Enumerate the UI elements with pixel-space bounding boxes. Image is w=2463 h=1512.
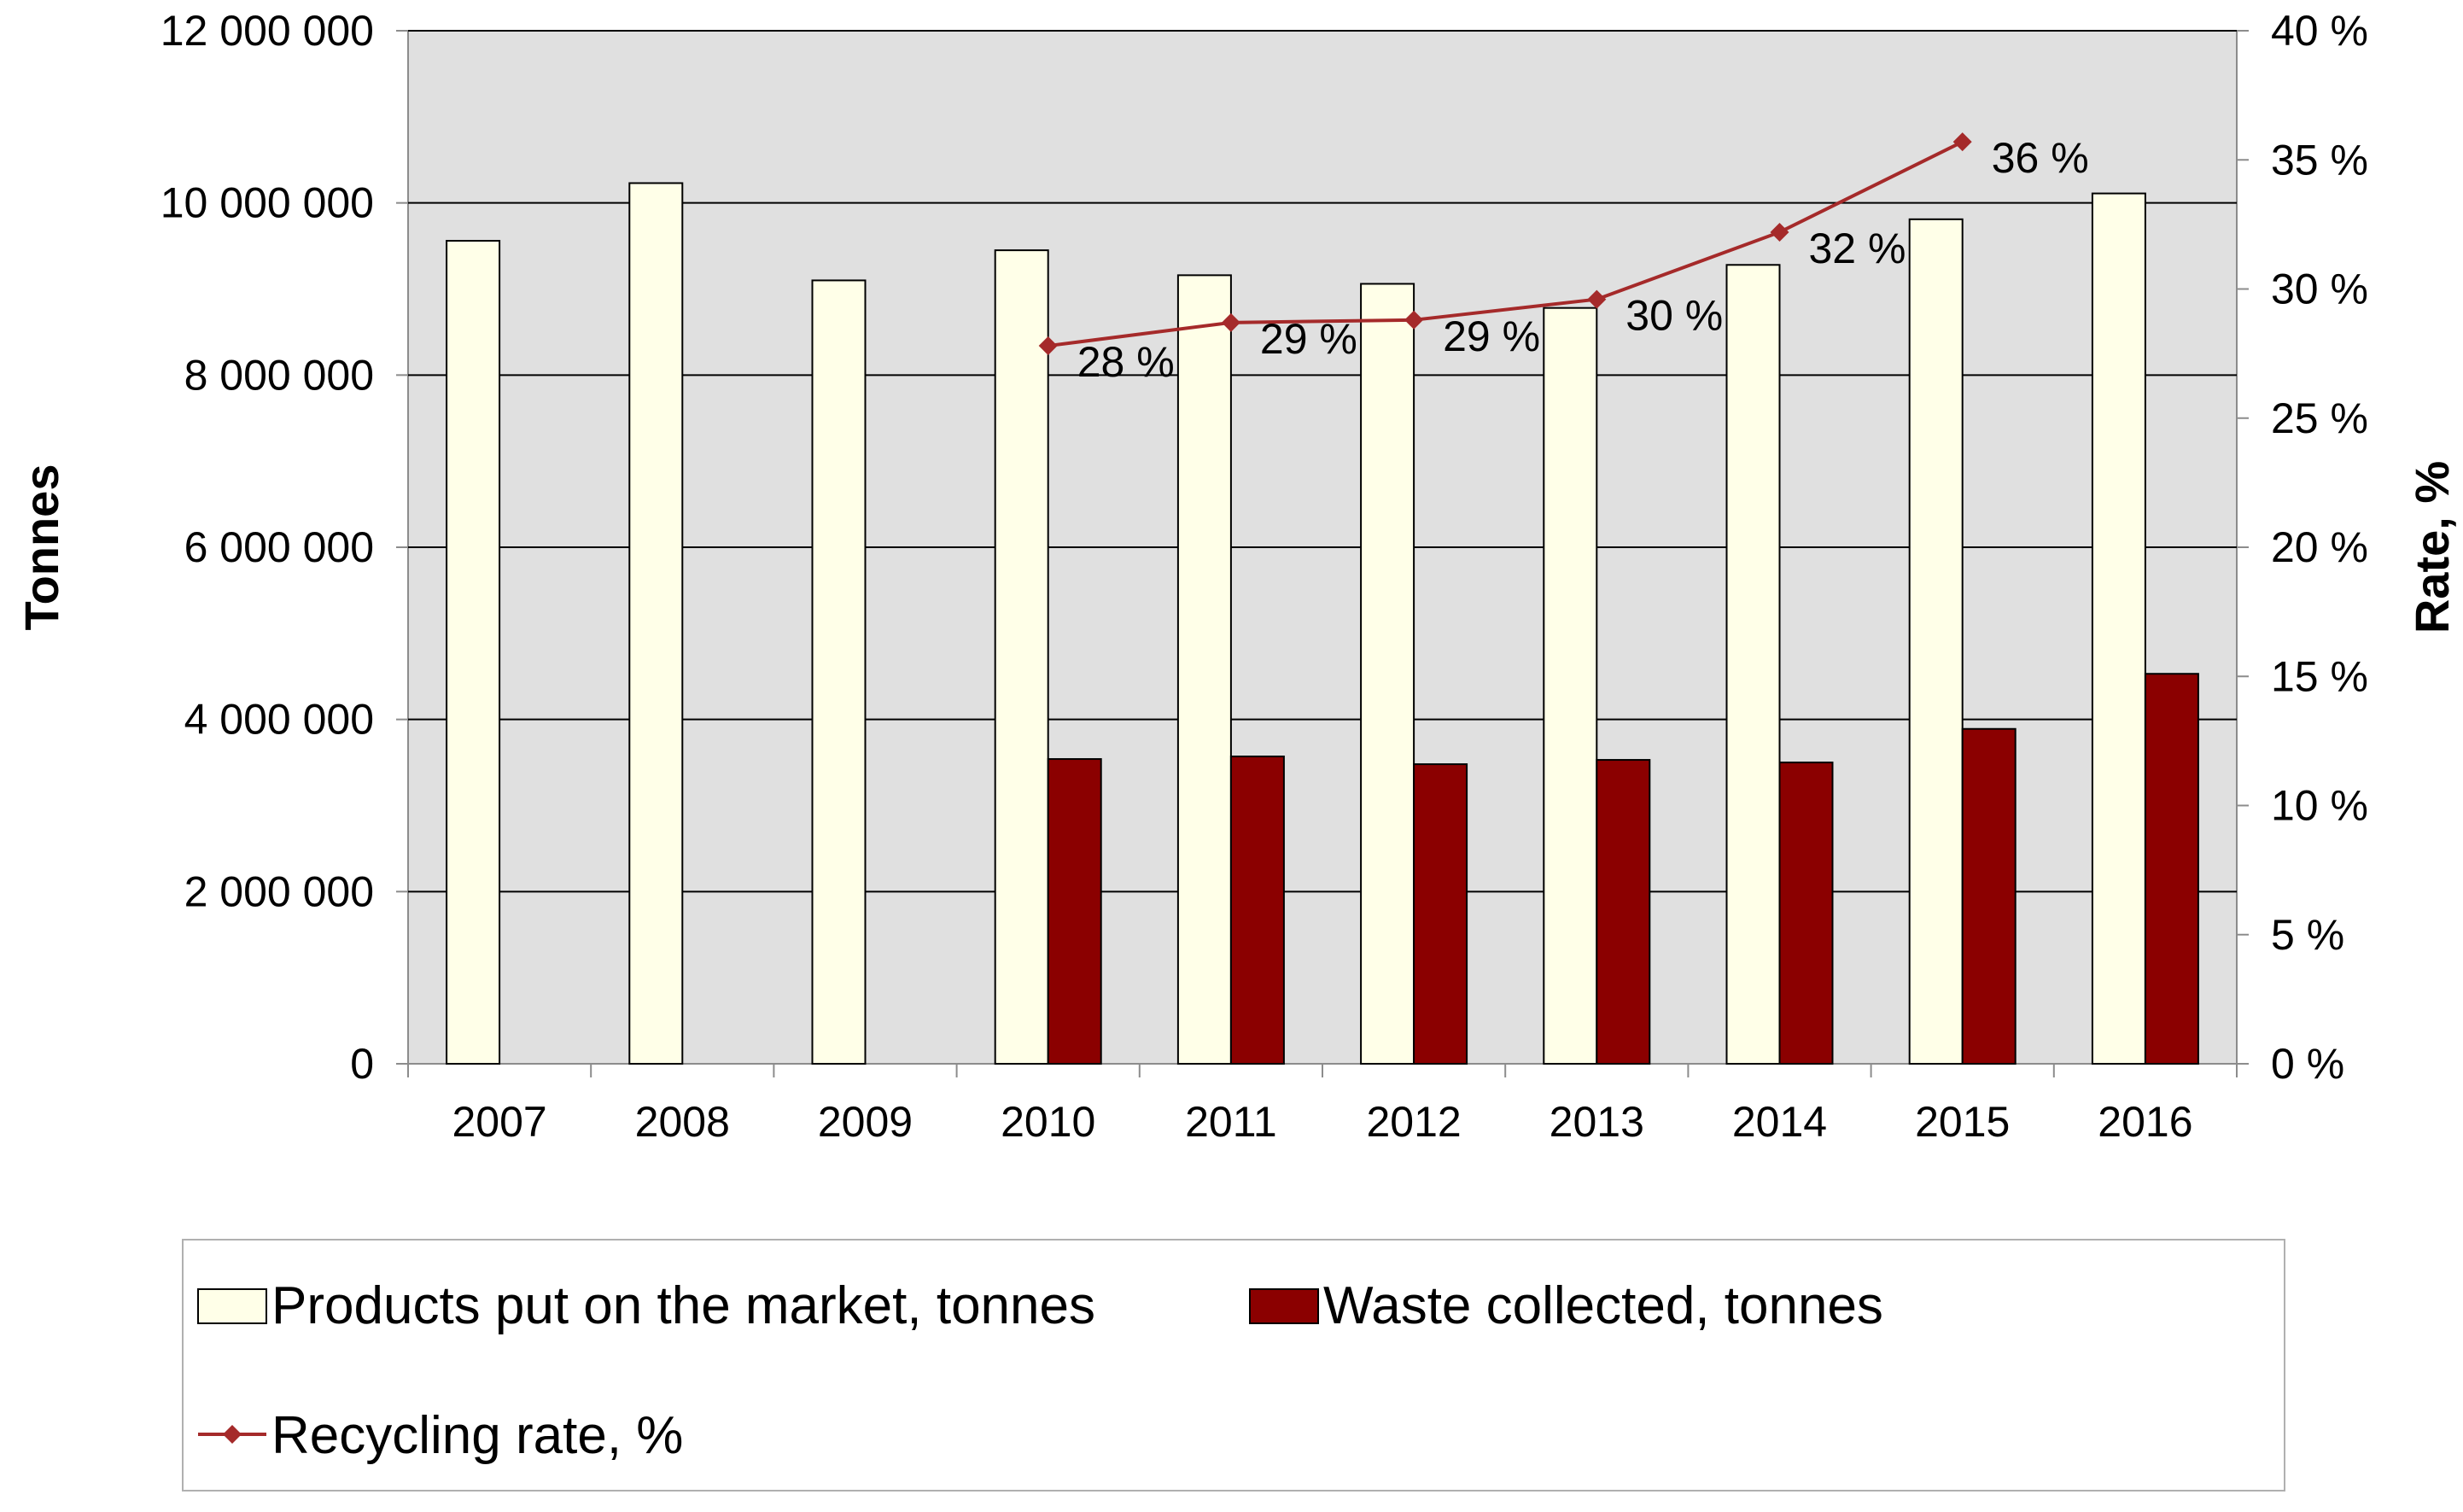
right-axis-tick-label: 0 %: [2271, 1040, 2344, 1088]
left-axis-tick-label: 2 000 000: [184, 867, 374, 915]
recycling-rate-marker-2011: [1221, 312, 1240, 332]
recycling-rate-marker-2014: [1770, 222, 1789, 242]
right-axis-tick-label: 40 %: [2271, 7, 2368, 55]
right-axis-tick-label: 30 %: [2271, 266, 2368, 313]
x-axis-tick-label: 2011: [1185, 1098, 1277, 1146]
x-axis-tick-label: 2007: [452, 1098, 546, 1146]
bar-waste-2012: [1413, 763, 1468, 1065]
recycling-rate-marker-2015: [1952, 132, 1972, 152]
x-axis-tick-label: 2016: [2098, 1098, 2192, 1146]
bar-products-2016: [2091, 192, 2146, 1065]
bar-waste-2011: [1229, 756, 1285, 1065]
recycling-rate-marker-2010: [1038, 336, 1058, 356]
x-axis-tick-label: 2012: [1366, 1098, 1461, 1146]
left-axis-tick-label: 6 000 000: [184, 523, 374, 571]
left-axis-tick-label: 4 000 000: [184, 696, 374, 744]
recycling-rate-data-label: 36 %: [1992, 134, 2089, 182]
left-axis-tick-label: 12 000 000: [161, 7, 374, 55]
left-axis-tick-label: 8 000 000: [184, 351, 374, 399]
x-axis-tick-label: 2010: [1001, 1098, 1095, 1146]
right-axis-tick-label: 10 %: [2271, 782, 2368, 830]
x-axis-tick-label: 2014: [1732, 1098, 1827, 1146]
legend-label-waste: Waste collected, tonnes: [1323, 1276, 1883, 1335]
legend-box: [182, 1239, 2285, 1492]
bar-waste-2016: [2144, 673, 2199, 1065]
recycling-rate-line: [1048, 140, 1964, 348]
legend-swatch-waste: [1249, 1288, 1319, 1324]
right-axis-tick-label: 20 %: [2271, 523, 2368, 571]
bar-products-2010: [994, 249, 1049, 1065]
bar-waste-2015: [1961, 727, 2017, 1065]
right-axis-tick-label: 15 %: [2271, 652, 2368, 700]
bar-products-2009: [811, 279, 867, 1065]
right-axis-tick-label: 5 %: [2271, 911, 2344, 959]
recycling-rate-marker-2013: [1587, 289, 1607, 309]
left-axis-title: Tonnes: [15, 464, 68, 631]
x-axis-tick-label: 2013: [1550, 1098, 1644, 1146]
recycling-rate-data-label: 29 %: [1260, 315, 1357, 363]
bar-waste-2013: [1596, 759, 1651, 1065]
bar-products-2011: [1176, 274, 1232, 1065]
legend-label-products: Products put on the market, tonnes: [271, 1276, 1095, 1335]
recycling-rate-data-label: 28 %: [1077, 338, 1175, 386]
left-axis-tick-label: 0: [350, 1040, 374, 1088]
recycling-rate-data-label: 32 %: [1809, 225, 1906, 272]
bar-products-2007: [446, 240, 501, 1065]
recycling-rate-marker-2012: [1404, 310, 1424, 330]
recycling-rate-data-label: 29 %: [1443, 312, 1540, 360]
bar-products-2015: [1908, 218, 1964, 1065]
right-axis-tick-label: 35 %: [2271, 136, 2368, 184]
bar-products-2008: [628, 182, 684, 1065]
legend-swatch-products: [197, 1288, 267, 1324]
right-axis-title: Rate, %: [2405, 461, 2459, 633]
x-axis-tick-label: 2008: [635, 1098, 730, 1146]
legend-label-rate: Recycling rate, %: [271, 1406, 683, 1465]
bar-products-2012: [1360, 283, 1415, 1065]
recycling-rate-data-label: 30 %: [1625, 292, 1723, 340]
x-axis-tick-label: 2015: [1915, 1098, 2010, 1146]
left-axis-tick-label: 10 000 000: [161, 179, 374, 227]
right-axis-tick-label: 25 %: [2271, 394, 2368, 442]
bar-waste-2014: [1778, 762, 1834, 1065]
bar-waste-2010: [1047, 758, 1102, 1065]
x-axis-tick-label: 2009: [818, 1098, 913, 1146]
legend-swatch-rate-marker: [223, 1425, 242, 1444]
bar-products-2014: [1725, 264, 1781, 1065]
bar-products-2013: [1543, 306, 1598, 1065]
